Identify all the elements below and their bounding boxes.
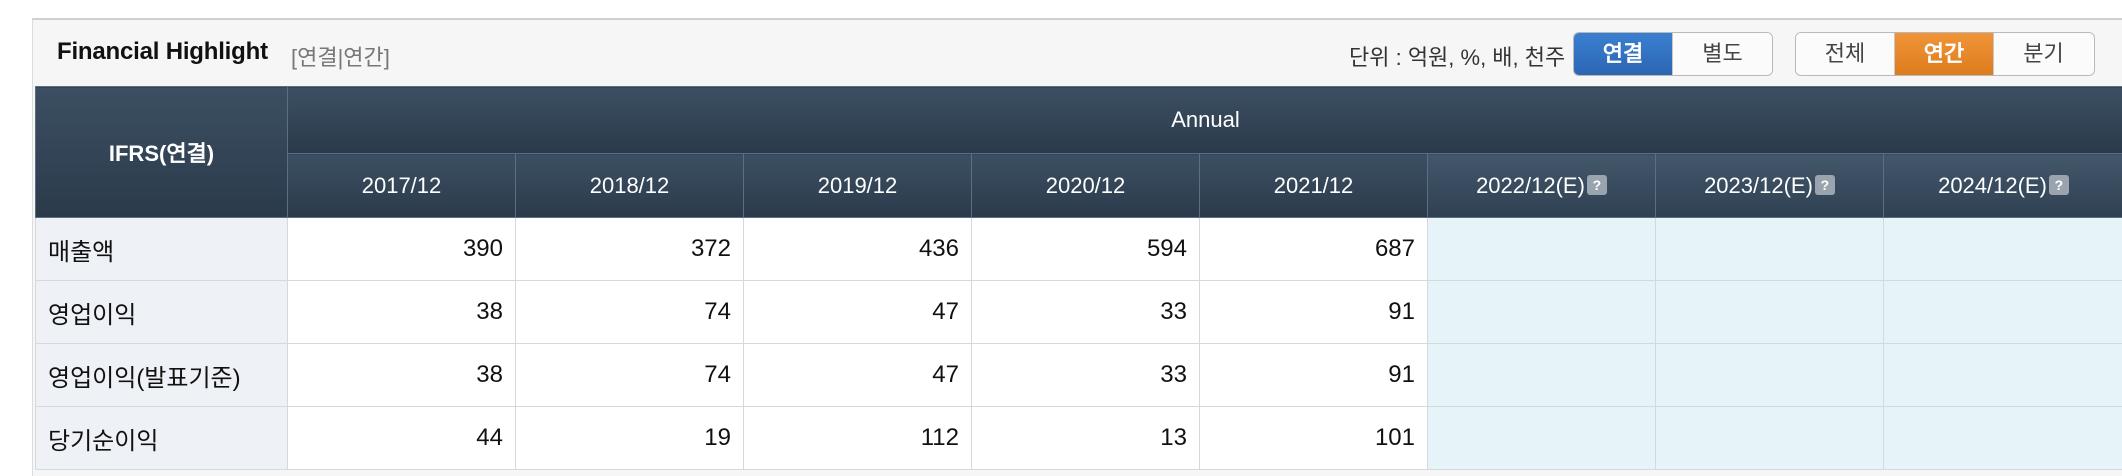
table-cell: 38: [288, 281, 516, 344]
estimate-cell: [1884, 407, 2122, 470]
table-row: 당기순이익 44 19 112 13 101: [36, 407, 2122, 470]
table-cell: 38: [288, 344, 516, 407]
column-header: 2017/12: [288, 154, 516, 218]
estimate-cell: [1428, 218, 1656, 281]
column-header-estimate: 2023/12(E)?: [1656, 154, 1884, 218]
column-header-estimate: 2024/12(E)?: [1884, 154, 2122, 218]
section-subtitle: [연결|연간]: [291, 40, 390, 72]
unit-label: 단위 : 억원, %, 배, 천주: [1349, 40, 1565, 72]
estimate-cell: [1656, 344, 1884, 407]
table-cell: 372: [516, 218, 744, 281]
estimate-cell: [1656, 218, 1884, 281]
row-label: 영업이익: [36, 281, 288, 344]
annual-group-header: Annual: [288, 87, 2122, 154]
table-cell: 33: [972, 344, 1200, 407]
period-toggle: 전체 연간 분기: [1795, 32, 2095, 76]
row-label: 당기순이익: [36, 407, 288, 470]
estimate-cell: [1428, 344, 1656, 407]
question-icon[interactable]: ?: [1587, 175, 1607, 195]
table-row: 영업이익 38 74 47 33 91: [36, 281, 2122, 344]
estimate-cell: [1656, 281, 1884, 344]
table-cell: 687: [1200, 218, 1428, 281]
table-cell: 390: [288, 218, 516, 281]
question-icon[interactable]: ?: [2049, 175, 2069, 195]
estimate-cell: [1884, 218, 2122, 281]
table-cell: 33: [972, 281, 1200, 344]
column-header-estimate: 2022/12(E)?: [1428, 154, 1656, 218]
table-row: 매출액 390 372 436 594 687: [36, 218, 2122, 281]
table-cell: 13: [972, 407, 1200, 470]
estimate-cell: [1428, 407, 1656, 470]
estimate-cell: [1428, 281, 1656, 344]
financial-table: IFRS(연결) Annual 2017/12 2018/12 2019/12 …: [35, 86, 2122, 470]
panel-header: Financial Highlight [연결|연간] 단위 : 억원, %, …: [33, 20, 2122, 86]
table-cell: 47: [744, 281, 972, 344]
financial-highlight-panel: Financial Highlight [연결|연간] 단위 : 억원, %, …: [32, 18, 2122, 476]
table-cell: 91: [1200, 281, 1428, 344]
column-header: 2018/12: [516, 154, 744, 218]
table-cell: 44: [288, 407, 516, 470]
period-all-button[interactable]: 전체: [1796, 33, 1895, 75]
period-quarter-button[interactable]: 분기: [1994, 33, 2093, 75]
column-header: 2021/12: [1200, 154, 1428, 218]
table-cell: 19: [516, 407, 744, 470]
table-row: 영업이익(발표기준) 38 74 47 33 91: [36, 344, 2122, 407]
section-title: Financial Highlight: [57, 38, 268, 66]
row-label: 영업이익(발표기준): [36, 344, 288, 407]
table-cell: 91: [1200, 344, 1428, 407]
table-cell: 436: [744, 218, 972, 281]
table-corner-label: IFRS(연결): [36, 87, 288, 218]
estimate-cell: [1884, 344, 2122, 407]
consolidation-toggle: 연결 별도: [1573, 32, 1773, 76]
table-cell: 47: [744, 344, 972, 407]
table-cell: 101: [1200, 407, 1428, 470]
question-icon[interactable]: ?: [1815, 175, 1835, 195]
column-header: 2020/12: [972, 154, 1200, 218]
estimate-cell: [1656, 407, 1884, 470]
table-cell: 594: [972, 218, 1200, 281]
period-annual-button[interactable]: 연간: [1895, 33, 1994, 75]
table-cell: 112: [744, 407, 972, 470]
row-label: 매출액: [36, 218, 288, 281]
table-cell: 74: [516, 281, 744, 344]
estimate-cell: [1884, 281, 2122, 344]
table-cell: 74: [516, 344, 744, 407]
separate-button[interactable]: 별도: [1673, 33, 1772, 75]
consolidated-button[interactable]: 연결: [1574, 33, 1673, 75]
column-header: 2019/12: [744, 154, 972, 218]
